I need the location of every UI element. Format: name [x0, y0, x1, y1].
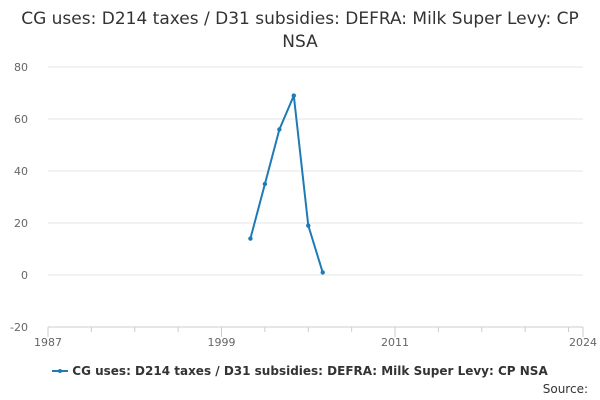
- series-line: [249, 94, 324, 273]
- y-tick-label: 80: [14, 61, 28, 74]
- chart-title: CG uses: D214 taxes / D31 subsidies: DEF…: [21, 9, 579, 52]
- legend-swatch-dot: [58, 369, 63, 373]
- data-point: [277, 127, 282, 132]
- series-layer: [248, 93, 325, 275]
- legend-swatch: [52, 366, 69, 376]
- legend-label: CG uses: D214 taxes / D31 subsidies: DEF…: [72, 364, 548, 378]
- axes: -20 0 20 40 60 80 1987 1999 2011 2024: [10, 61, 597, 349]
- data-point: [291, 93, 297, 98]
- y-tick-label: 0: [21, 269, 28, 282]
- data-point: [262, 181, 268, 187]
- y-tick-label: 20: [14, 217, 28, 230]
- data-point: [320, 270, 325, 275]
- x-tick-label: 2024: [569, 336, 597, 349]
- legend[interactable]: CG uses: D214 taxes / D31 subsidies: DEF…: [0, 364, 600, 378]
- data-point: [306, 223, 311, 228]
- y-tick-label: -20: [10, 321, 28, 334]
- y-tick-label: 40: [14, 165, 28, 178]
- x-tick-label: 1987: [34, 336, 62, 349]
- data-point: [248, 236, 253, 241]
- x-tick-label: 2011: [381, 336, 409, 349]
- x-tick-label: 1999: [208, 336, 236, 349]
- grid-lines: [48, 66, 583, 328]
- y-tick-label: 60: [14, 113, 28, 126]
- source-label: Source:: [542, 382, 588, 396]
